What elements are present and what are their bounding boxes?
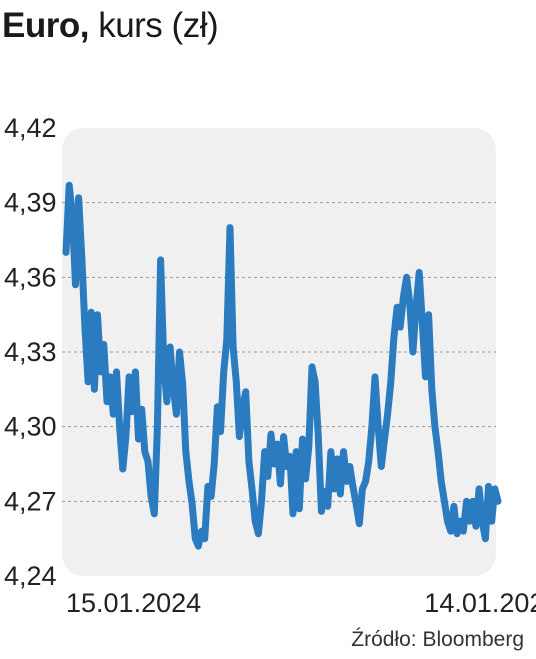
y-tick-label: 4,30 <box>4 412 57 442</box>
source-note: Źródło: Bloomberg <box>351 628 524 651</box>
x-axis-ticks: 15.01.2024 14.01.2025 <box>66 588 536 618</box>
chart-title-main: Euro, <box>2 6 89 45</box>
y-tick-label: 4,42 <box>4 113 57 143</box>
y-tick-label: 4,33 <box>4 337 57 367</box>
chart-subtitle: kurs (zł) <box>98 6 219 45</box>
series-line <box>62 181 502 550</box>
y-tick-label: 4,24 <box>4 561 57 591</box>
y-tick-label: 4,39 <box>4 188 57 218</box>
y-tick-label: 4,27 <box>4 486 57 516</box>
series-group <box>62 181 502 550</box>
y-tick-label: 4,36 <box>4 262 57 292</box>
x-tick-label: 14.01.2025 <box>424 588 536 618</box>
chart-title: Euro, kurs (zł) <box>2 4 219 48</box>
x-tick-label: 15.01.2024 <box>66 588 201 618</box>
grid-lines <box>62 202 496 502</box>
y-axis-ticks: 4,24 4,27 4,30 4,33 4,36 4,39 4,42 <box>4 113 57 591</box>
